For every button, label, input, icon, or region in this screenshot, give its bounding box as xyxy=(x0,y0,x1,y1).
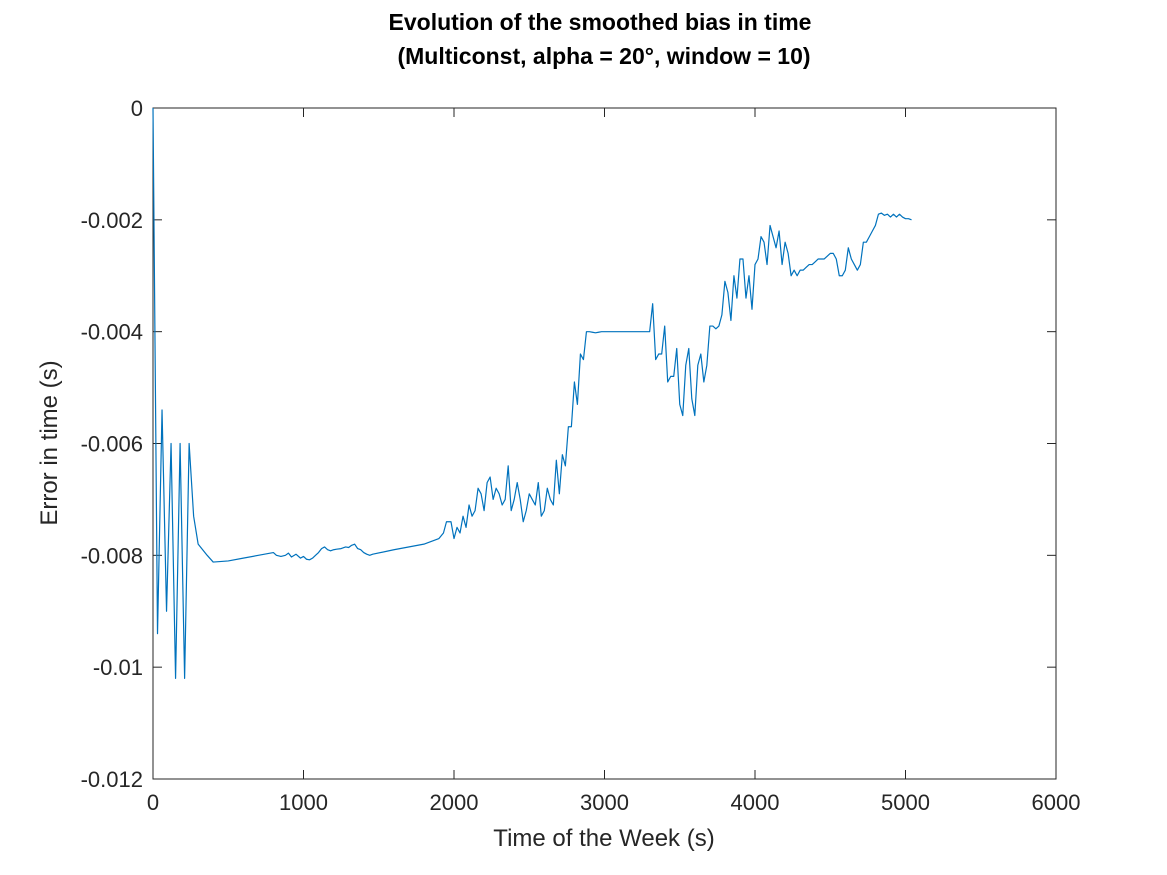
x-tick-label: 2000 xyxy=(430,790,479,815)
x-axis: 0 1000 2000 3000 4000 5000 6000 xyxy=(147,108,1081,815)
y-tick-label: -0.008 xyxy=(81,543,143,568)
x-tick-label: 3000 xyxy=(580,790,629,815)
y-axis-label: Error in time (s) xyxy=(36,360,63,525)
y-tick-label: 0 xyxy=(131,96,143,121)
x-tick-label: 6000 xyxy=(1032,790,1081,815)
series-line-smoothed-bias xyxy=(152,107,912,679)
x-tick-label: 1000 xyxy=(279,790,328,815)
y-tick-label: -0.002 xyxy=(81,208,143,233)
y-tick-label: -0.004 xyxy=(81,320,143,345)
y-tick-label: -0.006 xyxy=(81,432,143,457)
x-tick-label: 4000 xyxy=(731,790,780,815)
y-axis: 0 -0.002 -0.004 -0.006 -0.008 -0.01 -0.012 xyxy=(81,96,1056,792)
x-tick-label: 0 xyxy=(147,790,159,815)
x-tick-label: 5000 xyxy=(881,790,930,815)
chart-title-line-1: Evolution of the smoothed bias in time xyxy=(389,9,812,35)
y-tick-label: -0.01 xyxy=(93,655,143,680)
plot-area xyxy=(152,107,1057,780)
y-tick-label: -0.012 xyxy=(81,767,143,792)
x-axis-label: Time of the Week (s) xyxy=(493,825,714,852)
chart-title-line-2: (Multiconst, alpha = 20°, window = 10) xyxy=(397,43,810,69)
